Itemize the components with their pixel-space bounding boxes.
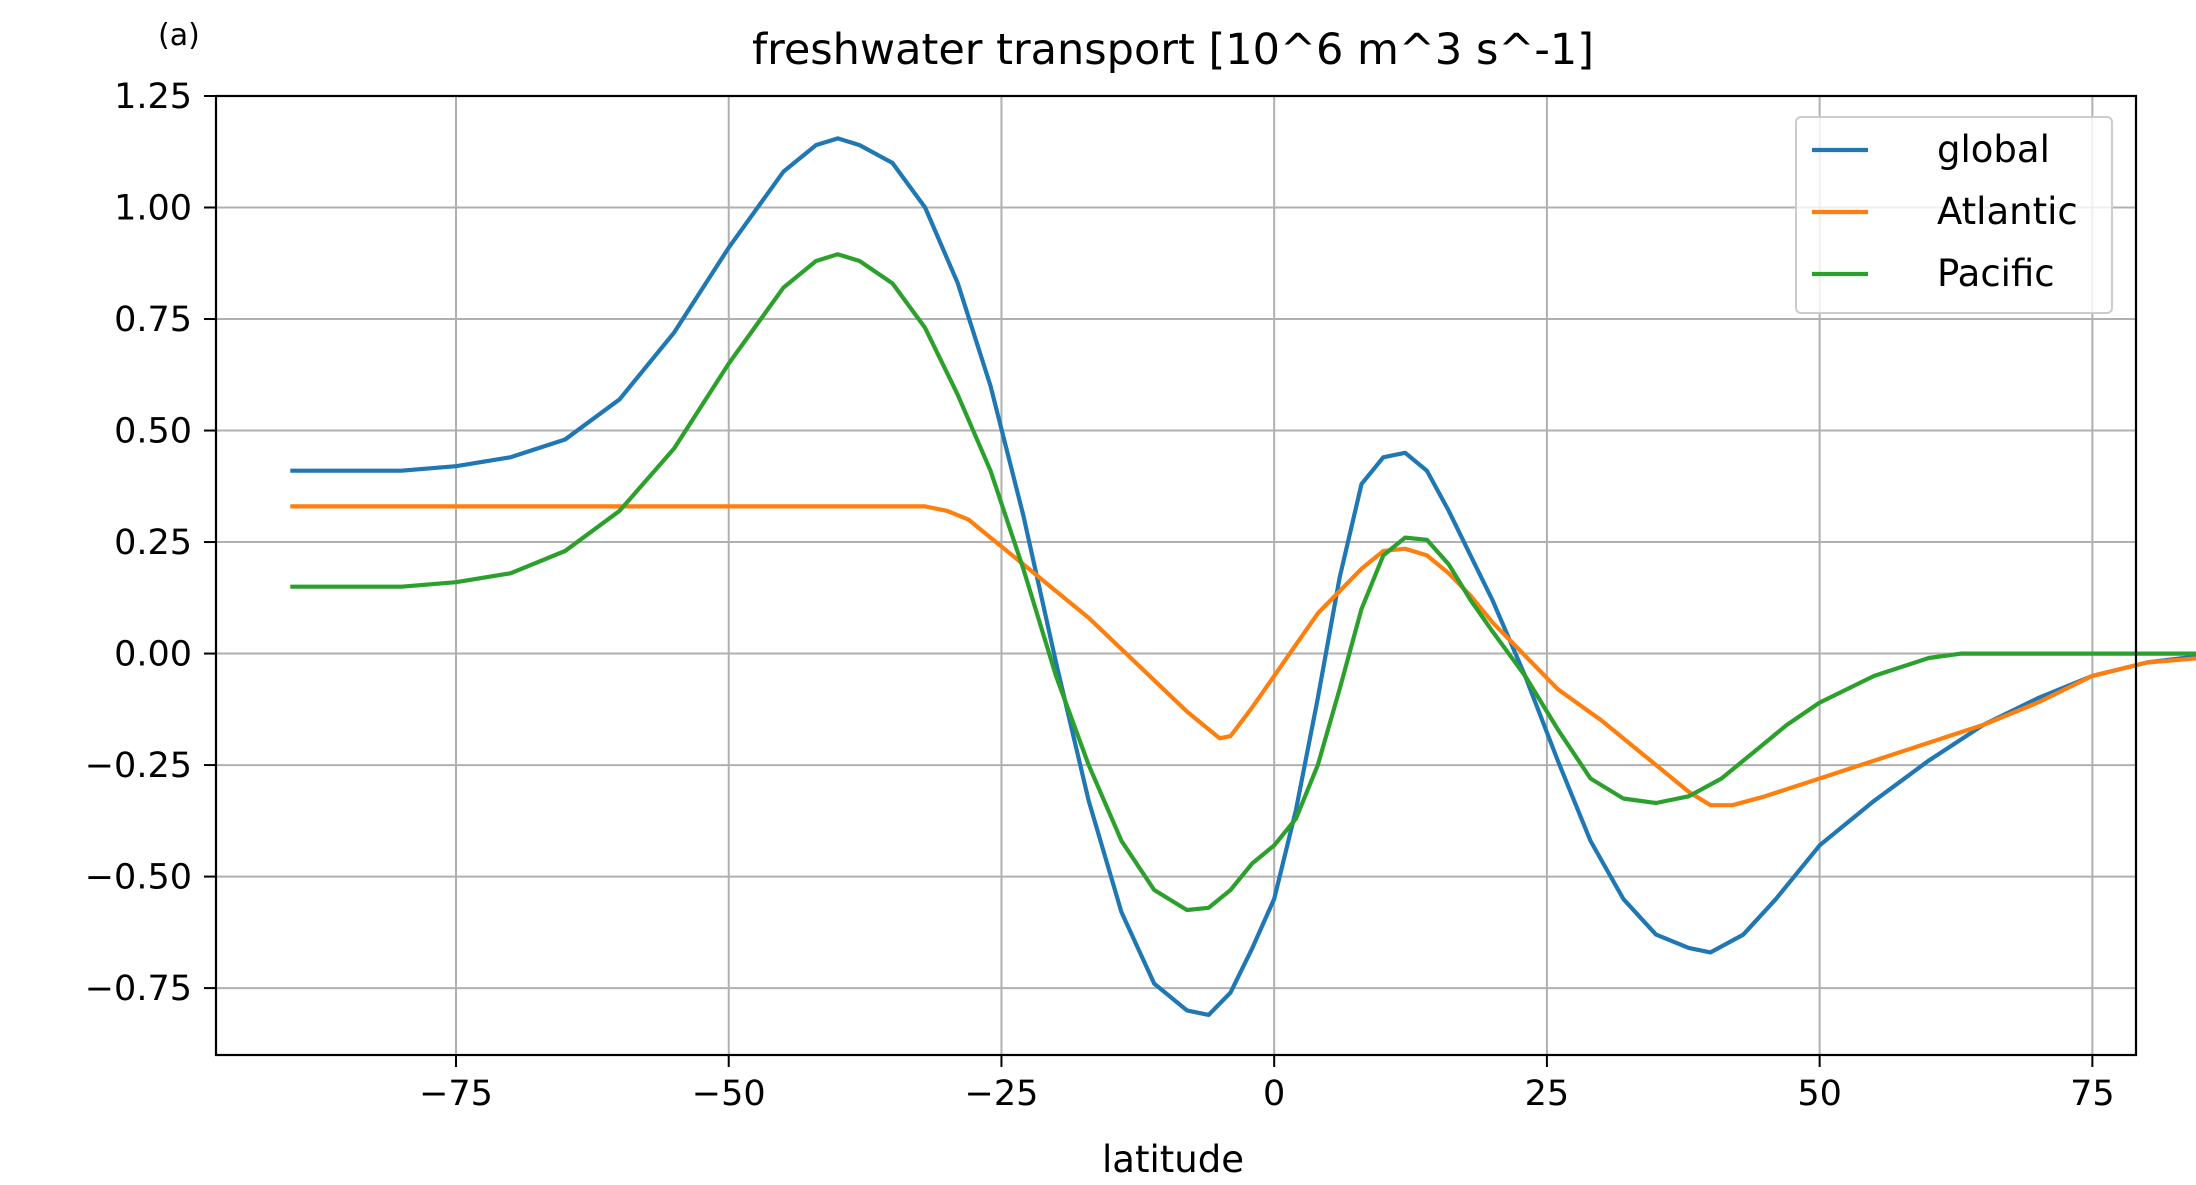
legend-label-pacific: Pacific (1937, 252, 2055, 295)
legend-box (1795, 116, 2113, 314)
series-line-global (290, 136, 2196, 1017)
x-tick-label: 25 (1525, 1074, 1570, 1114)
series-layer (290, 136, 2196, 1017)
plot-frame (214, 94, 2138, 1057)
legend-label-global: global (1937, 128, 2050, 171)
x-tick-label: −75 (419, 1074, 493, 1114)
y-tick-label: 0.00 (114, 635, 192, 675)
legend-label-atlantic: Atlantic (1937, 190, 2078, 233)
x-tick-label: −25 (965, 1074, 1039, 1114)
series-line-atlantic (290, 504, 2196, 808)
y-axis-ticks: 1.25 1.00 0.75 0.50 0.25 0.00 −0.25 −0.50 −0.75 (85, 77, 216, 1009)
legend: global Atlantic Pacific (1795, 116, 2113, 314)
panel-label: (a) (158, 18, 200, 53)
y-tick-label: −0.25 (85, 746, 192, 786)
series-line-pacific (290, 252, 2196, 913)
x-axis-label: latitude (1102, 1138, 1244, 1181)
x-axis-ticks: −75 −50 −25 0 25 50 75 (419, 1055, 2115, 1114)
chart-title: freshwater transport [10^6 m^3 s^-1] (752, 25, 1594, 75)
y-tick-label: 1.25 (114, 77, 192, 117)
y-tick-label: 0.75 (114, 300, 192, 340)
x-tick-label: −50 (692, 1074, 766, 1114)
y-tick-label: −0.50 (85, 858, 192, 898)
x-tick-label: 0 (1263, 1074, 1285, 1114)
y-tick-label: −0.75 (85, 969, 192, 1009)
y-tick-label: 1.00 (114, 189, 192, 229)
x-tick-label: 50 (1797, 1074, 1842, 1114)
x-tick-label: 75 (2070, 1074, 2115, 1114)
y-tick-label: 0.50 (114, 412, 192, 452)
y-tick-label: 0.25 (114, 523, 192, 563)
